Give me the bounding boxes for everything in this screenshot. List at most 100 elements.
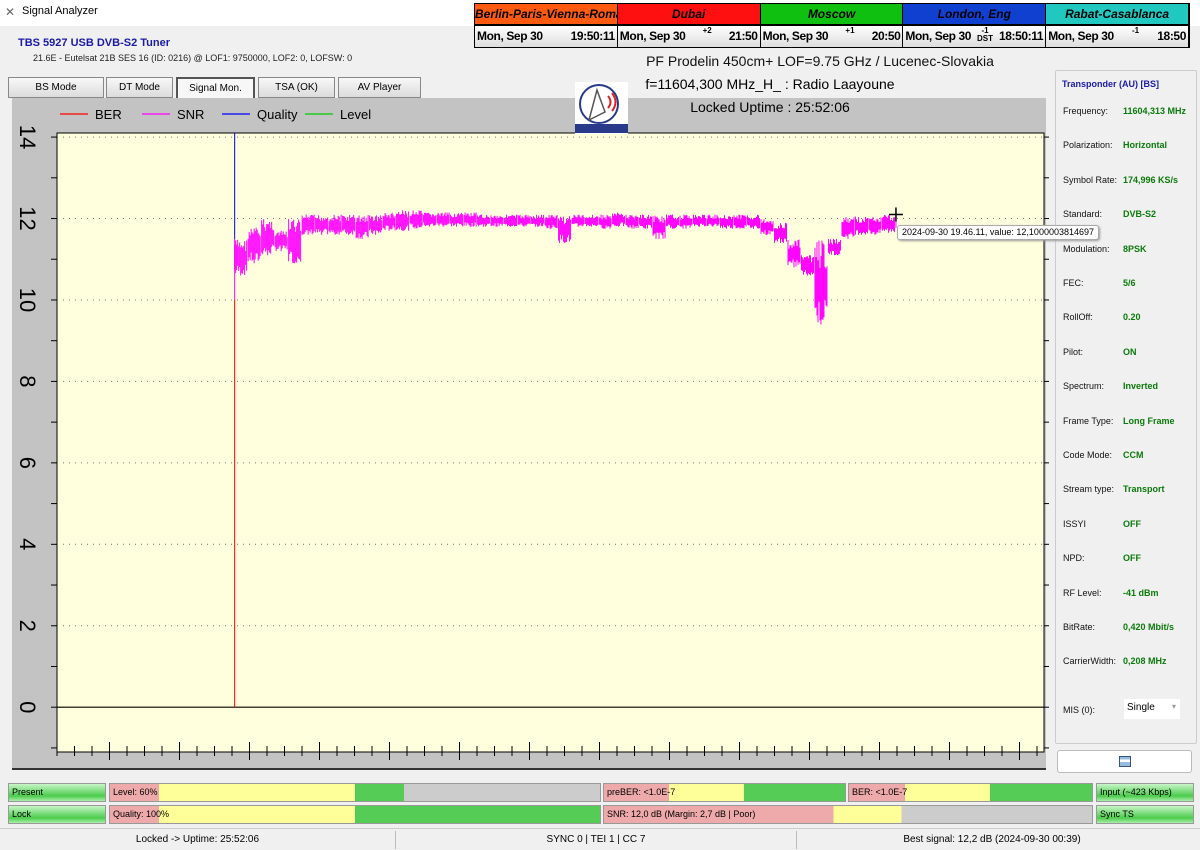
transponder-value: DVB-S2	[1123, 209, 1157, 220]
snr-point	[301, 214, 315, 235]
tuner-name: TBS 5927 USB DVB-S2 Tuner	[18, 37, 171, 49]
clock-time: 21:50	[728, 29, 758, 44]
snr-point	[409, 210, 423, 229]
legend-label: Level	[340, 107, 371, 122]
y-tick-label: 0	[15, 701, 40, 713]
transponder-label: Code Mode:	[1063, 450, 1113, 460]
world-clocks: Berlin-Paris-Vienna-Roma Mon, Sep 30 19:5…	[474, 3, 1190, 48]
transponder-title: Transponder (AU) [BS]	[1062, 79, 1160, 89]
snr-point	[854, 216, 868, 235]
y-tick-label: 12	[15, 206, 40, 230]
transponder-value: 11604,313 MHz	[1123, 106, 1187, 116]
snr-point	[369, 215, 383, 235]
transponder-panel: Transponder (AU) [BS] Frequency: 11604,31…	[1055, 70, 1197, 744]
snr-point	[382, 212, 396, 231]
status-sync: SYNC 0 | TEI 1 | CC 7	[546, 834, 646, 845]
transponder-value: Transport	[1123, 484, 1165, 495]
input-indicator: Input (~423 Kbps)	[1096, 783, 1194, 802]
transponder-value: Horizontal	[1123, 140, 1167, 151]
snr-point	[288, 218, 302, 264]
tab-bs-mode[interactable]: BS Mode	[8, 77, 104, 98]
chevron-down-icon: ▾	[1171, 702, 1176, 711]
plot-area	[56, 132, 1045, 753]
snr-point	[612, 212, 626, 227]
clock-3: London, Eng Mon, Sep 30 -1 DST 18:50:11	[903, 4, 1047, 47]
mis-value: Single	[1127, 702, 1155, 713]
clock-0: Berlin-Paris-Vienna-Roma Mon, Sep 30 19:5…	[475, 4, 618, 47]
snr-point	[706, 214, 720, 227]
transponder-value: OFF	[1123, 518, 1141, 529]
panel-button[interactable]	[1057, 750, 1192, 773]
snr-point	[881, 214, 895, 233]
snr-point	[531, 214, 545, 227]
transponder-value: 0,208 MHz	[1123, 656, 1167, 667]
transponder-label: CarrierWidth:	[1063, 656, 1117, 667]
clock-date: Mon, Sep 30	[762, 29, 829, 44]
y-tick-label: 2	[15, 620, 40, 632]
transponder-label: Pilot:	[1063, 346, 1084, 357]
status-bar: Locked -> Uptime: 25:52:06 SYNC 0 | TEI …	[0, 828, 1200, 850]
locked-uptime: Locked Uptime : 25:52:06	[690, 99, 850, 115]
legend-label: BER	[95, 107, 122, 122]
transponder-label: Polarization:	[1063, 140, 1113, 151]
transponder-value: 8PSK	[1123, 243, 1147, 254]
transponder-label: RF Level:	[1063, 587, 1102, 598]
snr-point	[450, 212, 464, 227]
mis-select[interactable]: Single ▾	[1124, 699, 1180, 719]
clock-offset: +2	[702, 25, 712, 35]
transponder-value: 0,420 Mbit/s	[1123, 622, 1175, 632]
status-best-signal: Best signal: 12,2 dB (2024-09-30 00:39)	[903, 834, 1081, 845]
snr-point	[463, 212, 477, 227]
snr-point	[746, 214, 760, 229]
clock-date: Mon, Sep 30	[905, 29, 972, 44]
snr-point	[247, 227, 261, 264]
snr-point	[679, 214, 693, 229]
snr-point	[666, 214, 680, 229]
tab-av-player[interactable]: AV Player	[338, 77, 421, 98]
snr-point	[868, 217, 882, 235]
present-indicator: Present	[8, 783, 106, 802]
y-tick-label: 6	[15, 457, 40, 469]
snr-point	[625, 214, 639, 229]
snr-point	[517, 214, 531, 227]
transponder-label: Standard:	[1063, 209, 1103, 220]
transponder-label: RollOff:	[1063, 312, 1093, 323]
dxsatcs-logo	[575, 82, 628, 134]
transponder-value: 5/6	[1123, 278, 1136, 288]
snr-point	[841, 216, 855, 239]
app-icon: ✕	[5, 5, 16, 19]
tab-tsa[interactable]: TSA (OK)	[258, 77, 335, 98]
clock-time: 18:50:11	[998, 29, 1044, 44]
tab-signal-mon[interactable]: Signal Mon.	[176, 77, 255, 98]
snr-point	[571, 214, 585, 227]
transponder-label: Frame Type:	[1063, 415, 1114, 426]
clock-date: Mon, Sep 30	[477, 29, 543, 44]
clock-offset: +1	[845, 25, 855, 35]
mis-label: MIS (0):	[1063, 705, 1096, 715]
transponder-value: Inverted	[1123, 381, 1159, 392]
clock-2: Moscow Mon, Sep 30 +1 20:50	[760, 4, 904, 47]
snr-point	[827, 238, 841, 256]
clock-datetime: Mon, Sep 30 19:50:11	[475, 25, 617, 47]
transponder-label: Modulation:	[1063, 243, 1110, 254]
snr-point	[261, 219, 275, 256]
transponder-value: Long Frame	[1123, 415, 1175, 426]
snr-point	[639, 214, 653, 229]
snr-point	[800, 255, 814, 276]
clock-city: Moscow	[760, 4, 903, 24]
snr-point	[234, 239, 248, 276]
clock-city: London, Eng	[903, 4, 1046, 24]
level-bar: Level: 60%	[109, 783, 601, 802]
clock-city: Berlin-Paris-Vienna-Roma	[475, 4, 617, 24]
clock-time: 19:50:11	[570, 29, 616, 44]
snr-point	[355, 215, 369, 239]
snr-point	[598, 214, 612, 229]
snr-bar: SNR: 12,0 dB (Margin: 2,7 dB | Poor)	[603, 805, 1093, 824]
tab-dt-mode[interactable]: DT Mode	[106, 77, 173, 98]
transponder-label: NPD:	[1063, 553, 1085, 564]
snr-point	[477, 214, 491, 227]
snr-point	[490, 215, 504, 227]
transponder-label: Frequency:	[1063, 106, 1109, 116]
snr-point	[585, 214, 599, 227]
transponder-label: BitRate:	[1063, 622, 1096, 632]
